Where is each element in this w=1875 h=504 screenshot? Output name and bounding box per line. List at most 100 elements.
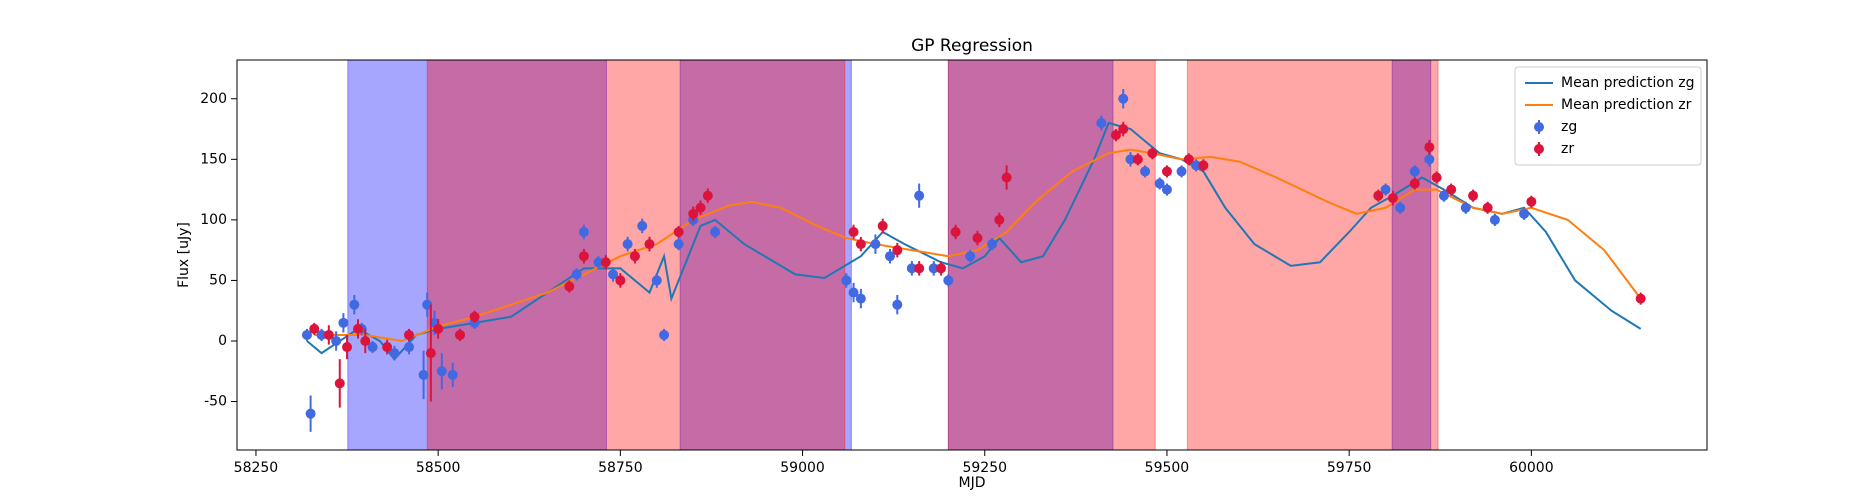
span bbox=[1391, 60, 1432, 450]
point bbox=[360, 335, 371, 346]
point bbox=[578, 226, 589, 237]
point bbox=[436, 366, 447, 377]
point bbox=[316, 329, 327, 340]
point bbox=[469, 311, 480, 322]
point bbox=[928, 263, 939, 274]
point bbox=[914, 190, 925, 201]
point bbox=[906, 263, 917, 274]
point bbox=[1161, 184, 1172, 195]
point bbox=[1409, 166, 1420, 177]
point bbox=[1154, 178, 1165, 189]
point bbox=[673, 226, 684, 237]
point bbox=[1519, 208, 1530, 219]
point bbox=[1409, 178, 1420, 189]
point bbox=[323, 329, 334, 340]
point bbox=[418, 369, 429, 380]
y-tick-label: 50 bbox=[209, 272, 227, 288]
axes-frame bbox=[236, 59, 1708, 451]
point bbox=[301, 329, 312, 340]
point bbox=[1482, 202, 1493, 213]
point bbox=[994, 214, 1005, 225]
point bbox=[564, 281, 575, 292]
mean-line bbox=[314, 148, 1642, 343]
point bbox=[885, 251, 896, 262]
x-tick-label: 59500 bbox=[1145, 460, 1190, 476]
point bbox=[1125, 154, 1136, 165]
x-tick-label: 60000 bbox=[1509, 460, 1554, 476]
point bbox=[367, 342, 378, 353]
point bbox=[1140, 166, 1151, 177]
x-tick-label: 59000 bbox=[780, 460, 825, 476]
point bbox=[1424, 154, 1435, 165]
point bbox=[855, 239, 866, 250]
legend-label: Mean prediction zg bbox=[1561, 75, 1695, 91]
point bbox=[352, 323, 363, 334]
point bbox=[425, 348, 436, 359]
span bbox=[947, 60, 1114, 450]
point bbox=[1191, 160, 1202, 171]
point bbox=[892, 245, 903, 256]
point bbox=[644, 239, 655, 250]
point bbox=[1431, 172, 1442, 183]
point bbox=[1001, 172, 1012, 183]
legend-box bbox=[1514, 66, 1702, 166]
chart-title: GP Regression bbox=[911, 36, 1033, 56]
span bbox=[347, 60, 608, 450]
legend-swatch bbox=[1534, 144, 1544, 154]
plot-area bbox=[301, 60, 1646, 450]
point bbox=[637, 220, 648, 231]
point bbox=[1132, 154, 1143, 165]
point bbox=[1183, 154, 1194, 165]
point bbox=[578, 251, 589, 262]
x-tick-label: 58500 bbox=[416, 460, 461, 476]
y-tick-label: -50 bbox=[204, 394, 227, 410]
point bbox=[1489, 214, 1500, 225]
span bbox=[679, 60, 852, 450]
point bbox=[1424, 142, 1435, 153]
point bbox=[338, 317, 349, 328]
y-tick-label: 100 bbox=[200, 212, 227, 228]
point bbox=[1161, 166, 1172, 177]
y-tick-label: 150 bbox=[200, 151, 227, 167]
point bbox=[877, 220, 888, 231]
point bbox=[1635, 293, 1646, 304]
point bbox=[848, 287, 859, 298]
x-axis-label: MJD bbox=[959, 475, 986, 491]
point bbox=[331, 335, 342, 346]
point bbox=[1395, 202, 1406, 213]
point bbox=[433, 323, 444, 334]
point bbox=[1118, 124, 1129, 135]
point bbox=[673, 239, 684, 250]
point bbox=[403, 329, 414, 340]
point bbox=[455, 329, 466, 340]
point bbox=[608, 269, 619, 280]
point bbox=[1176, 166, 1187, 177]
span bbox=[947, 60, 1156, 450]
x-tick-label: 59250 bbox=[962, 460, 1007, 476]
point bbox=[651, 275, 662, 286]
point bbox=[695, 202, 706, 213]
y-axis-label: Flux [uJy] bbox=[176, 222, 192, 288]
point bbox=[892, 299, 903, 310]
point bbox=[389, 348, 400, 359]
legend-label: Mean prediction zr bbox=[1561, 97, 1692, 113]
y-tick-label: 200 bbox=[200, 91, 227, 107]
point bbox=[1526, 196, 1537, 207]
y-tick-label: 0 bbox=[218, 333, 227, 349]
point bbox=[1118, 93, 1129, 104]
point bbox=[1460, 202, 1471, 213]
point bbox=[987, 239, 998, 250]
point bbox=[629, 251, 640, 262]
point bbox=[841, 275, 852, 286]
point bbox=[855, 293, 866, 304]
point bbox=[403, 342, 414, 353]
point bbox=[571, 269, 582, 280]
point bbox=[1373, 190, 1384, 201]
legend-swatch bbox=[1534, 122, 1544, 132]
x-tick-label: 59750 bbox=[1327, 460, 1372, 476]
point bbox=[342, 342, 353, 353]
point bbox=[309, 323, 320, 334]
point bbox=[305, 408, 316, 419]
point bbox=[422, 299, 433, 310]
